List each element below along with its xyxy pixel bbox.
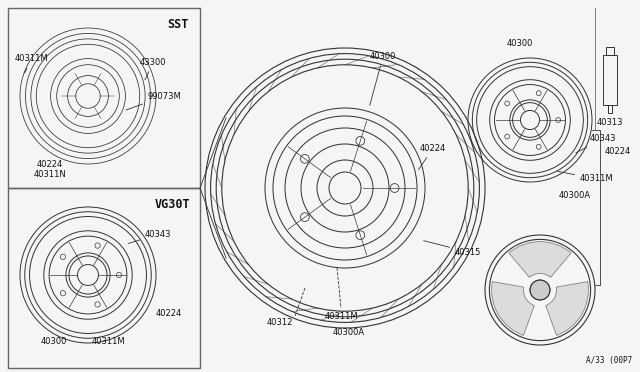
Wedge shape [492, 282, 534, 336]
Text: VG30T: VG30T [154, 198, 190, 211]
Wedge shape [546, 282, 588, 336]
Text: 40311M: 40311M [92, 337, 125, 346]
Text: 40311N: 40311N [34, 170, 67, 179]
Bar [606, 47, 614, 55]
Text: SST: SST [167, 17, 189, 31]
Text: 40311M: 40311M [557, 171, 614, 183]
Text: 40224: 40224 [605, 147, 631, 156]
Text: 43300: 43300 [140, 58, 166, 80]
Wedge shape [509, 241, 571, 278]
Text: 99073M: 99073M [126, 92, 182, 110]
Text: 40300: 40300 [370, 51, 396, 105]
Bar [8, 188, 200, 368]
Circle shape [530, 280, 550, 300]
Text: 40313: 40313 [596, 118, 623, 127]
Text: 40312: 40312 [267, 318, 293, 327]
Text: 40343: 40343 [128, 230, 172, 244]
Bar [8, 8, 200, 188]
Text: 40300A: 40300A [559, 191, 591, 200]
Text: 40311M: 40311M [324, 312, 358, 321]
Text: 40300: 40300 [507, 39, 533, 48]
Text: 40300: 40300 [41, 337, 67, 346]
Text: 40224: 40224 [419, 144, 446, 170]
Text: 40300A: 40300A [333, 328, 365, 337]
Text: A/33 (00P7: A/33 (00P7 [586, 356, 632, 365]
Text: 40311M: 40311M [15, 54, 49, 73]
Text: 40224: 40224 [37, 160, 63, 169]
Bar [603, 55, 617, 105]
Text: 40343: 40343 [576, 134, 616, 153]
Text: 40315: 40315 [424, 241, 481, 257]
Text: 40224: 40224 [156, 309, 182, 318]
